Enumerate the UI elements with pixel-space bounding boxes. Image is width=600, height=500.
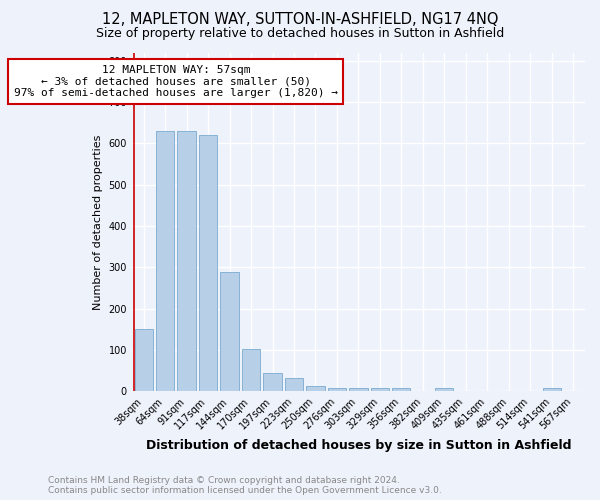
Bar	[349, 388, 368, 392]
Bar	[285, 378, 303, 392]
Bar	[178, 131, 196, 392]
Bar	[156, 131, 174, 392]
Bar	[328, 388, 346, 392]
Y-axis label: Number of detached properties: Number of detached properties	[93, 134, 103, 310]
Text: Size of property relative to detached houses in Sutton in Ashfield: Size of property relative to detached ho…	[96, 28, 504, 40]
Bar	[199, 135, 217, 392]
Bar	[134, 330, 153, 392]
Bar	[220, 272, 239, 392]
Bar	[392, 388, 410, 392]
Bar	[307, 386, 325, 392]
X-axis label: Distribution of detached houses by size in Sutton in Ashfield: Distribution of detached houses by size …	[146, 440, 571, 452]
Text: 12 MAPLETON WAY: 57sqm
← 3% of detached houses are smaller (50)
97% of semi-deta: 12 MAPLETON WAY: 57sqm ← 3% of detached …	[14, 65, 338, 98]
Text: 12, MAPLETON WAY, SUTTON-IN-ASHFIELD, NG17 4NQ: 12, MAPLETON WAY, SUTTON-IN-ASHFIELD, NG…	[102, 12, 498, 28]
Bar	[263, 373, 281, 392]
Bar	[242, 349, 260, 392]
Bar	[435, 388, 454, 392]
Text: Contains HM Land Registry data © Crown copyright and database right 2024.
Contai: Contains HM Land Registry data © Crown c…	[48, 476, 442, 495]
Bar	[542, 388, 561, 392]
Bar	[371, 388, 389, 392]
